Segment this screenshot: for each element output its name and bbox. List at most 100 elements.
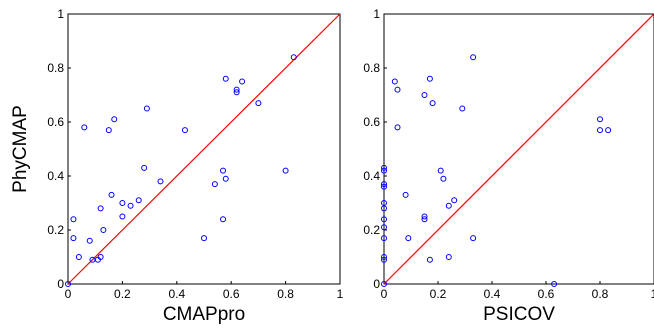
data-point — [426, 256, 433, 263]
data-point — [282, 167, 289, 174]
data-point — [551, 281, 558, 287]
data-point — [100, 227, 107, 233]
data-point — [111, 116, 118, 123]
data-point — [105, 127, 112, 134]
y-axis-title: PhyCMAP — [10, 105, 31, 193]
data-point — [402, 191, 409, 198]
scatter-panel-psicov: 0 0.2 0.4 0.6 0.8 1 0 0.2 0.4 0.6 0.8 1 PSICOV — [363, 7, 654, 325]
scatter-panel-phycmap-vs-cmappro: 0 0.2 0.4 0.6 0.8 1 0 0.2 0.4 0.6 0.8 1 CMAPpro Phy… — [10, 7, 344, 325]
data-point — [127, 202, 134, 209]
data-point — [70, 216, 77, 223]
data-point — [108, 191, 115, 198]
x-tick-label: 0.4 — [168, 287, 185, 301]
data-point — [381, 235, 387, 242]
data-point — [381, 216, 387, 223]
data-point — [143, 105, 150, 112]
data-points — [381, 54, 612, 287]
x-tick-label: 0.8 — [277, 287, 294, 301]
data-point — [405, 235, 412, 242]
data-points — [65, 54, 297, 287]
x-tick-label: 0 — [65, 287, 72, 301]
data-point — [597, 127, 603, 134]
data-point — [421, 213, 428, 220]
y-tick-label: 0.8 — [47, 61, 64, 75]
data-point — [381, 164, 387, 171]
x-axis-title: PSICOV — [483, 304, 555, 325]
plot-frame — [383, 13, 654, 285]
y-tick-label: 0.4 — [363, 169, 380, 183]
data-point — [381, 256, 387, 263]
data-point — [394, 124, 401, 131]
data-point — [81, 124, 88, 131]
data-point — [459, 105, 466, 112]
data-point — [470, 235, 477, 242]
plot-frame — [67, 13, 341, 285]
data-point — [86, 237, 93, 244]
tick-labels: 0 0.2 0.4 0.6 0.8 1 0 0.2 0.4 0.6 0.8 1 — [363, 7, 654, 301]
data-point — [255, 100, 262, 107]
data-point — [220, 167, 227, 174]
data-point — [222, 175, 229, 182]
data-point — [290, 54, 297, 61]
data-point — [597, 116, 603, 123]
data-point — [605, 127, 612, 134]
x-tick-label: 0.6 — [538, 287, 555, 301]
data-point — [381, 281, 387, 287]
x-tick-label: 0 — [381, 287, 388, 301]
data-point — [421, 216, 428, 223]
x-tick-label: 0.4 — [484, 287, 501, 301]
data-point — [440, 175, 447, 182]
data-point — [75, 254, 82, 260]
x-tick-label: 0.8 — [592, 287, 609, 301]
y-tick-label: 0.2 — [47, 223, 64, 237]
tick-labels: 0 0.2 0.4 0.6 0.8 1 0 0.2 0.4 0.6 0.8 1 — [47, 7, 343, 301]
data-point — [97, 254, 104, 260]
data-point — [381, 183, 387, 190]
data-point — [381, 181, 387, 188]
data-point — [233, 86, 240, 93]
data-point — [222, 75, 229, 82]
data-point — [391, 78, 398, 85]
data-point — [421, 92, 428, 98]
data-point — [211, 181, 218, 188]
data-point — [381, 254, 387, 260]
y-tick-label: 0.8 — [363, 61, 380, 75]
data-point — [181, 127, 188, 134]
data-point — [135, 197, 142, 204]
data-point — [451, 197, 458, 204]
diagonal-reference-line — [67, 13, 341, 285]
data-point — [445, 254, 452, 260]
data-point — [97, 205, 104, 212]
data-point — [157, 178, 164, 185]
x-tick-label: 1 — [337, 287, 344, 301]
data-point — [239, 78, 246, 85]
data-point — [119, 213, 126, 220]
y-tick-label: 0.6 — [363, 115, 380, 129]
data-point — [220, 216, 227, 223]
data-point — [437, 167, 444, 174]
data-point — [381, 167, 387, 174]
data-point — [429, 100, 436, 107]
data-point — [70, 235, 77, 242]
y-tick-label: 0 — [57, 277, 64, 291]
diagonal-reference-line — [383, 13, 654, 285]
x-tick-label: 0.2 — [114, 287, 131, 301]
data-point — [381, 205, 387, 212]
x-tick-label: 1 — [651, 287, 654, 301]
data-point — [445, 202, 452, 209]
x-tick-label: 0.2 — [430, 287, 447, 301]
data-point — [426, 75, 433, 82]
y-tick-label: 1 — [373, 7, 380, 21]
data-point — [233, 89, 240, 96]
data-point — [65, 281, 71, 287]
x-tick-label: 0.6 — [223, 287, 240, 301]
data-point — [119, 200, 126, 206]
data-point — [394, 86, 401, 93]
y-tick-label: 1 — [57, 7, 64, 21]
data-point — [470, 54, 477, 61]
y-tick-label: 0 — [373, 277, 380, 291]
data-point — [201, 235, 207, 242]
y-tick-label: 0.6 — [47, 115, 64, 129]
x-axis-title: CMAPpro — [163, 304, 245, 325]
